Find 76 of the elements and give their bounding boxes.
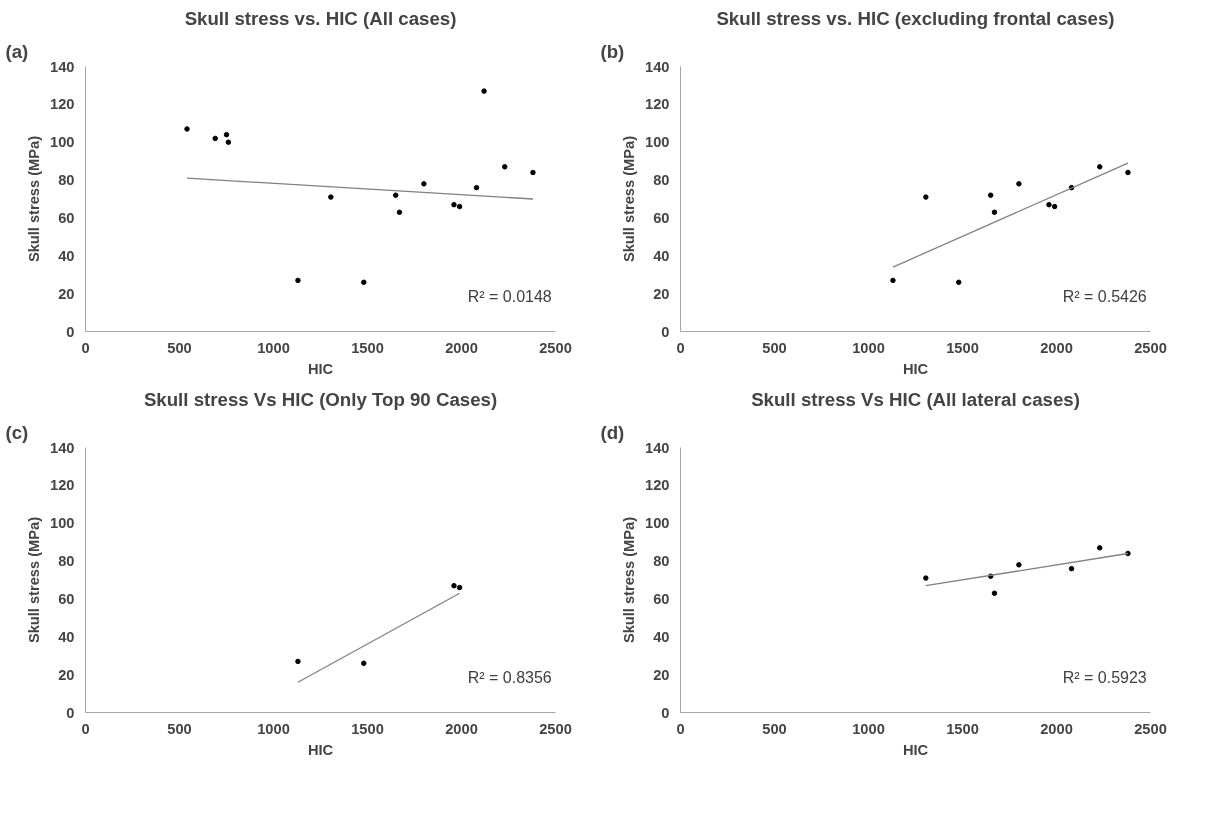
x-tick-label: 2000 <box>1040 339 1073 356</box>
x-axis-title: HIC <box>902 360 929 377</box>
x-tick-label: 2000 <box>445 339 478 356</box>
x-tick-label: 2500 <box>539 339 572 356</box>
x-tick-label: 2500 <box>1134 339 1167 356</box>
y-tick-label: 120 <box>645 477 670 494</box>
text: (b) <box>600 40 625 62</box>
annotation: R² = 0.8356 <box>467 669 552 686</box>
y-tick-label: 40 <box>58 628 75 645</box>
y-tick-label: 80 <box>58 172 75 189</box>
x-tick-label: 1000 <box>257 720 290 737</box>
x-tick-label: 1000 <box>852 339 885 356</box>
y-tick-label: 20 <box>653 285 670 302</box>
x-tick-label: 2500 <box>539 720 572 737</box>
x-tick-label: 1500 <box>946 720 979 737</box>
y-tick-label: 140 <box>50 58 75 75</box>
y-tick-label: 0 <box>661 323 670 340</box>
x-tick-label: 0 <box>676 339 685 356</box>
x-tick-label: 1000 <box>852 720 885 737</box>
text: (a) <box>5 40 29 62</box>
y-tick-label: 60 <box>58 209 75 226</box>
y-tick-label: 0 <box>661 704 670 721</box>
text: (d) <box>600 421 625 443</box>
x-tick-label: 1500 <box>351 720 384 737</box>
y-tick-label: 120 <box>50 96 75 113</box>
y-tick-label: 40 <box>653 628 670 645</box>
y-tick-label: 80 <box>653 553 670 570</box>
y-tick-label: 20 <box>58 666 75 683</box>
x-tick-label: 2000 <box>445 720 478 737</box>
y-axis-title: Skull stress (MPa) <box>26 516 43 644</box>
text: (c) <box>5 421 29 443</box>
chart-title: Skull stress vs. HIC (excluding frontal cases) <box>716 7 1115 29</box>
x-axis-title: HIC <box>307 741 334 758</box>
x-tick-label: 0 <box>81 720 90 737</box>
y-tick-label: 60 <box>653 209 670 226</box>
x-tick-label: 2500 <box>1134 720 1167 737</box>
y-tick-label: 20 <box>58 285 75 302</box>
y-tick-label: 140 <box>645 439 670 456</box>
y-tick-label: 140 <box>50 439 75 456</box>
x-tick-label: 1500 <box>946 339 979 356</box>
x-tick-label: 0 <box>676 720 685 737</box>
annotation: R² = 0.5426 <box>1062 288 1147 305</box>
y-tick-label: 120 <box>645 96 670 113</box>
y-tick-label: 20 <box>653 666 670 683</box>
x-tick-label: 1500 <box>351 339 384 356</box>
y-axis-title: Skull stress (MPa) <box>621 516 638 644</box>
y-axis-title: Skull stress (MPa) <box>621 135 638 263</box>
x-tick-label: 0 <box>81 339 90 356</box>
y-tick-label: 80 <box>58 553 75 570</box>
y-tick-label: 40 <box>58 247 75 264</box>
y-axis-title: Skull stress (MPa) <box>26 135 43 263</box>
y-tick-label: 60 <box>653 590 670 607</box>
y-tick-label: 0 <box>66 323 75 340</box>
x-axis-title: HIC <box>307 360 334 377</box>
y-tick-label: 100 <box>50 134 75 151</box>
chart-title: Skull stress Vs HIC (Only Top 90 Cases) <box>143 388 498 410</box>
chart-title: Skull stress Vs HIC (All lateral cases) <box>751 388 1080 410</box>
x-tick-label: 2000 <box>1040 720 1073 737</box>
x-axis-title: HIC <box>902 741 929 758</box>
y-tick-label: 100 <box>645 134 670 151</box>
x-tick-label: 500 <box>167 720 192 737</box>
y-tick-label: 60 <box>58 590 75 607</box>
x-tick-label: 1000 <box>257 339 290 356</box>
y-tick-label: 40 <box>653 247 670 264</box>
y-tick-label: 120 <box>50 477 75 494</box>
annotation: R² = 0.0148 <box>467 288 552 305</box>
y-tick-label: 100 <box>645 515 670 532</box>
chart-title: Skull stress vs. HIC (All cases) <box>184 7 457 29</box>
y-tick-label: 140 <box>645 58 670 75</box>
y-tick-label: 100 <box>50 515 75 532</box>
x-tick-label: 500 <box>762 720 787 737</box>
annotation: R² = 0.5923 <box>1062 669 1147 686</box>
x-tick-label: 500 <box>762 339 787 356</box>
x-tick-label: 500 <box>167 339 192 356</box>
y-tick-label: 0 <box>66 704 75 721</box>
y-tick-label: 80 <box>653 172 670 189</box>
